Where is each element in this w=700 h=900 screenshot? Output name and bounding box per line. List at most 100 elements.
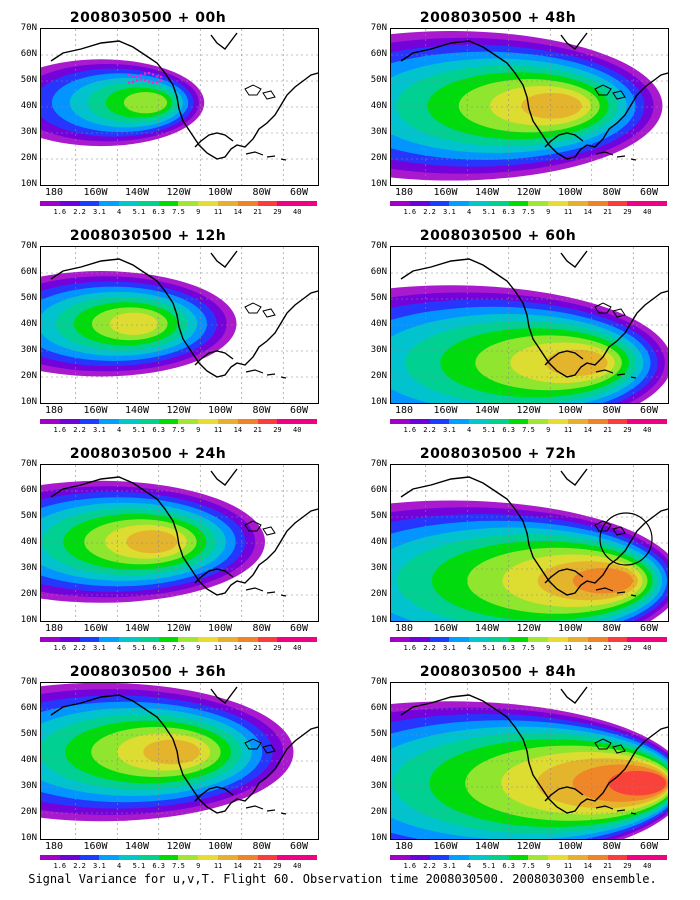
colorbar-label: 29 [273,208,282,216]
colorbar-label: 14 [583,644,593,652]
colorbar-label: 6.3 [502,644,516,652]
lat-label: 50N [20,511,37,521]
map-panel-48h: 2008030500 + 48h 70N 60N 50N 40N 30N 20N 10N 180… [353,10,693,224]
colorbar-label: 40 [292,426,302,434]
colorbar [390,201,667,206]
colorbar-label: 1.6 [53,644,67,652]
map-area [40,682,319,840]
colorbar-swatch [237,855,258,860]
figure-caption: Signal Variance for u,v,T. Flight 60. Ob… [28,872,657,886]
lat-label: 70N [20,241,37,251]
colorbar-label: 6.3 [502,426,516,434]
variance-field [391,465,668,621]
coastline [50,258,318,378]
coastline [194,568,234,584]
colorbar-label: 7.5 [172,862,185,870]
lon-label: 80W [602,405,621,416]
colorbar-label: 9 [196,862,201,870]
lat-label: 10N [20,179,37,189]
colorbar-label: 40 [642,862,652,870]
colorbar-swatch [469,419,489,424]
lon-label: 160W [83,841,108,852]
lon-label: 100W [207,841,233,852]
lon-label: 80W [602,623,621,634]
colorbar-label: 2.2 [423,426,436,434]
lon-label: 80W [252,841,271,852]
colorbar-label: 11 [563,862,573,870]
colorbar-swatch [449,419,470,424]
observation-track [159,75,163,79]
island-outline [266,155,276,158]
colorbar-label: 5.1 [482,862,496,870]
colorbar-swatch [198,637,219,642]
lat-label: 30N [370,563,387,573]
variance-contour [123,92,168,114]
colorbar-swatch [587,637,608,642]
colorbar-swatch [449,201,470,206]
colorbar-label: 21 [603,644,612,652]
colorbar-swatch [237,419,258,424]
colorbar-label: 1.6 [403,862,417,870]
lon-label: 60W [289,841,309,852]
observation-track [151,73,155,76]
colorbar [390,419,667,424]
lon-label: 100W [207,623,233,634]
lon-label: 60W [639,405,659,416]
lat-label: 60N [20,485,37,495]
colorbar-label: 3.1 [93,644,106,652]
island-outline [630,812,637,815]
colorbar-label: 2.2 [73,644,86,652]
observation-track [147,80,151,83]
colorbar-swatch [99,419,120,424]
colorbar-label: 11 [563,426,573,434]
colorbar-swatch [297,419,317,424]
colorbar-swatch [277,637,298,642]
colorbar-swatch [508,201,529,206]
colorbar-swatch [59,855,80,860]
colorbar-label: 9 [546,208,551,216]
lat-label: 30N [370,127,387,137]
map-panel-72h: 2008030500 + 72h 70N 60N 50N 40N 30N 20N 10N 180… [353,446,693,660]
panel-title: 2008030500 + 60h [419,228,577,244]
colorbar-label: 6.3 [502,862,516,870]
island-outline [266,373,276,376]
colorbar [40,637,317,642]
lon-label: 140W [124,187,150,198]
lat-label: 50N [370,729,387,739]
colorbar-swatch [488,855,509,860]
lat-label: 20N [370,589,387,599]
colorbar-label: 29 [273,426,282,434]
observation-track [155,75,159,78]
coastline [560,250,588,268]
coastline [210,32,238,50]
colorbar-swatch [429,637,450,642]
lat-label: 30N [20,781,37,791]
lat-label: 20N [370,153,387,163]
lon-label: 100W [557,623,583,634]
colorbar-swatch [218,637,238,642]
coastline [210,686,238,704]
lon-label: 180 [44,405,64,416]
colorbar-swatch [548,855,569,860]
coastline [50,476,318,596]
lon-label: 120W [166,841,191,852]
island-outline [245,369,264,374]
lat-label: 50N [370,75,387,85]
colorbar-swatch [138,419,159,424]
colorbar-label: 40 [642,426,652,434]
island-outline [266,809,276,812]
colorbar-label: 7.5 [522,426,535,434]
colorbar-swatch [548,201,569,206]
colorbar-label: 21 [253,208,262,216]
lon-label: 60W [639,623,659,634]
colorbar-label: 5.1 [132,426,146,434]
colorbar-label: 6.3 [152,644,166,652]
colorbar-swatch [627,201,648,206]
island-outline [595,587,614,592]
lat-label: 40N [20,101,37,111]
great-lakes [594,302,626,318]
colorbar [40,201,317,206]
colorbar-swatch [138,201,159,206]
island-outline [280,376,287,379]
lat-label: 10N [370,615,387,625]
